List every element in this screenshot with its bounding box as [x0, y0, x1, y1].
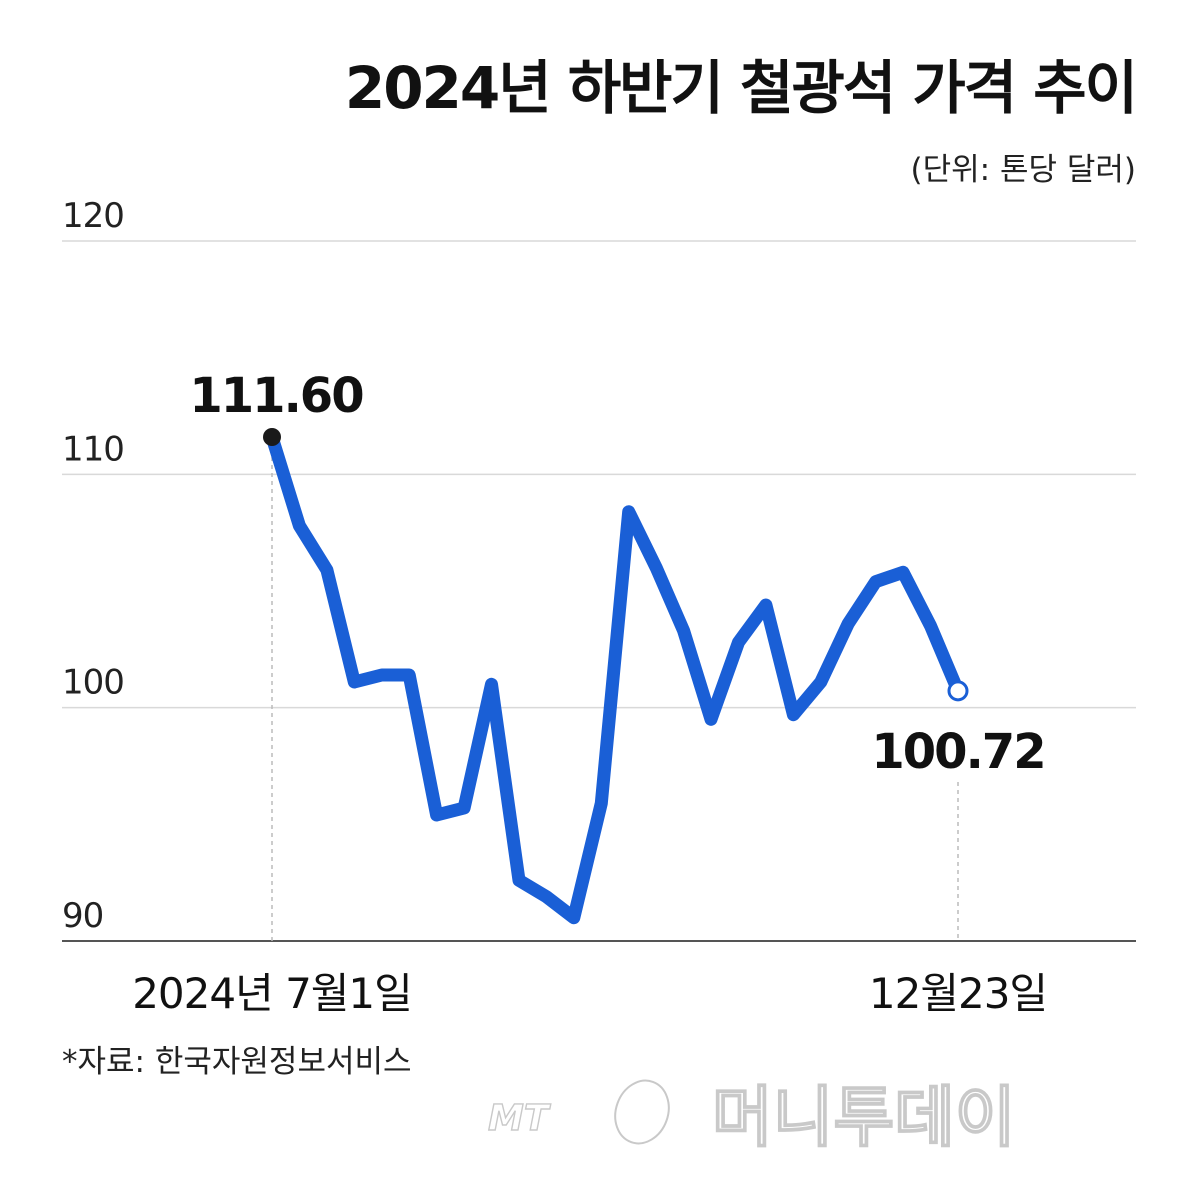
watermark-logo: MT	[488, 1098, 551, 1139]
series-group	[263, 428, 969, 925]
x-tick-first: 2024년 7월1일	[132, 969, 412, 1018]
last-data-point	[947, 680, 969, 702]
y-tick-label: 100	[62, 663, 124, 703]
y-tick-label: 110	[62, 429, 124, 469]
first-value-label: 111.60	[189, 368, 363, 424]
watermark: MT 머니투데이	[487, 1078, 1016, 1157]
y-tick-label: 90	[62, 896, 103, 936]
grid-lines	[62, 240, 1136, 942]
watermark-text: 머니투데이	[712, 1079, 1016, 1156]
y-tick-label: 120	[62, 196, 124, 236]
watermark-logo-ring	[614, 1079, 670, 1145]
last-value-label: 100.72	[871, 724, 1044, 780]
x-tick-last: 12월23일	[869, 969, 1047, 1018]
series-line	[265, 430, 965, 925]
first-data-point	[263, 428, 281, 446]
source-note: *자료: 한국자원정보서비스	[62, 1044, 412, 1080]
reference-lines	[271, 449, 959, 941]
chart-title: 2024년 하반기 철광석 가격 추이	[345, 54, 1136, 122]
y-axis-ticks: 120 110 100 90	[62, 196, 125, 936]
unit-label: (단위: 톤당 달러)	[911, 152, 1136, 188]
